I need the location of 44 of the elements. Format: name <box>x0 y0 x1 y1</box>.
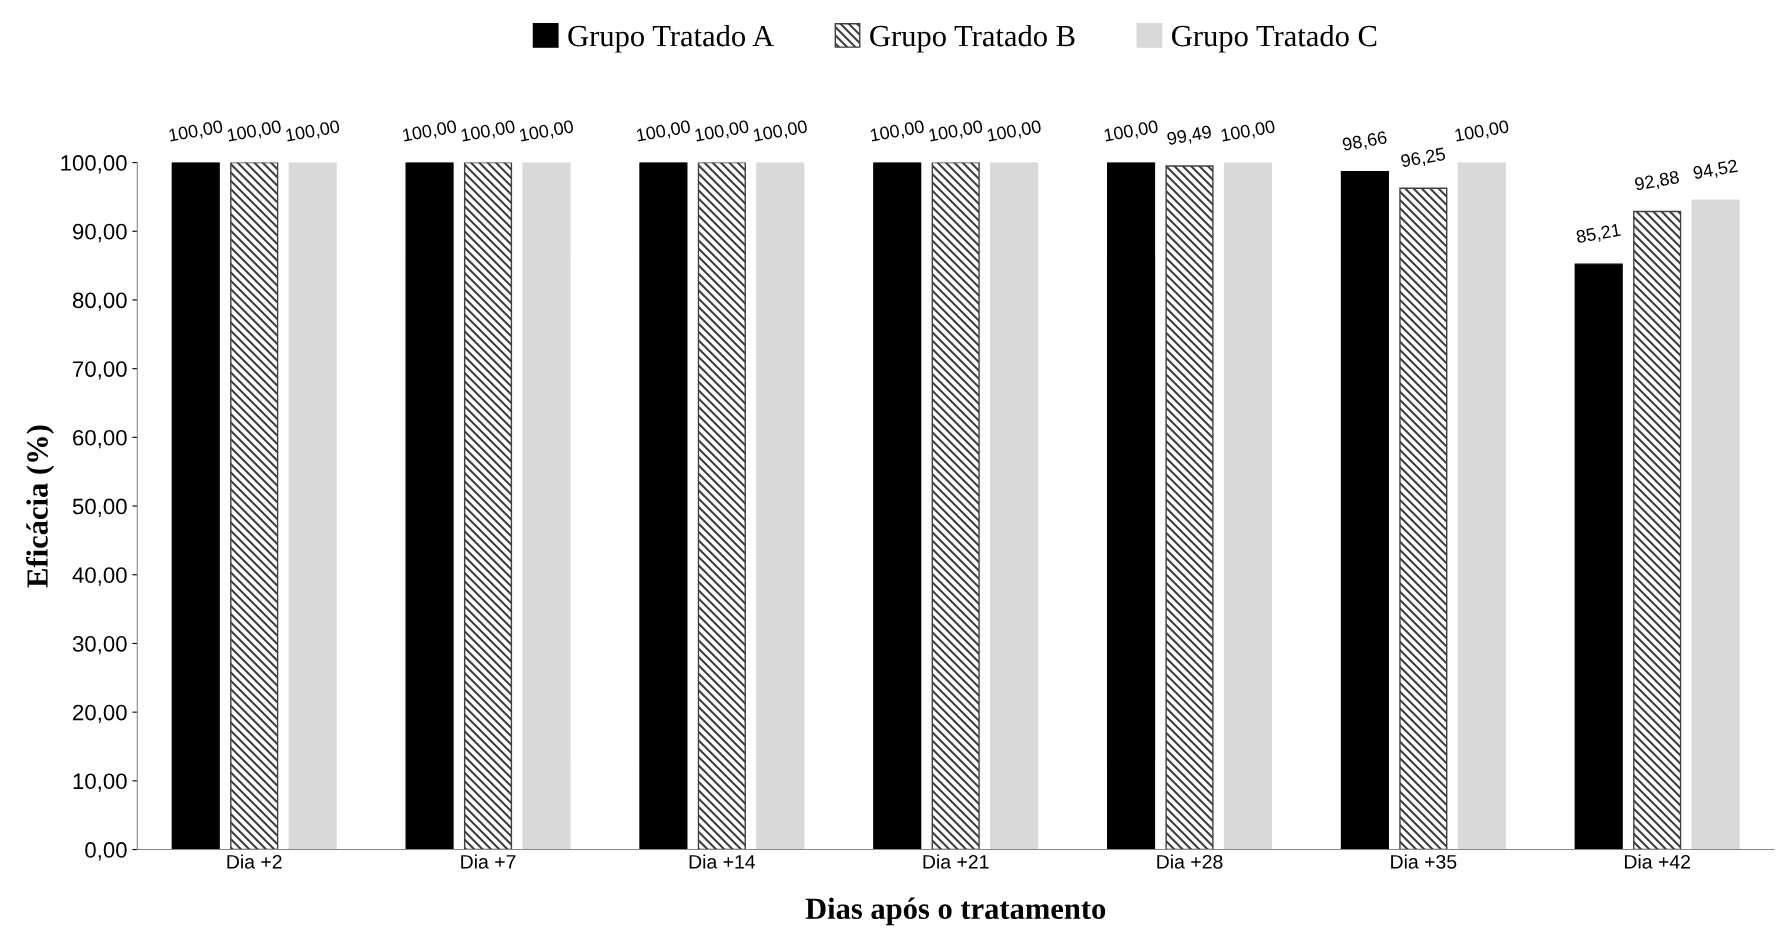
y-tick-label: 100,00 <box>61 155 127 174</box>
data-label: 100,00 <box>928 119 984 144</box>
x-tick-label: Dia +7 <box>461 854 516 869</box>
data-label: 99,49 <box>1166 125 1213 148</box>
data-label: 100,00 <box>636 119 692 144</box>
y-tick-label: 0,00 <box>85 842 127 861</box>
data-label: 96,25 <box>1400 147 1447 170</box>
data-label: 100,00 <box>1220 119 1276 144</box>
x-tick-label: Dia +42 <box>1624 854 1690 869</box>
data-label: 94,52 <box>1692 159 1739 182</box>
data-label: 100,00 <box>694 119 750 144</box>
legend-label: Grupo Tratado B <box>870 24 1075 53</box>
data-label: 85,21 <box>1575 223 1622 246</box>
x-tick-label: Dia +35 <box>1391 854 1457 869</box>
data-label: 100,00 <box>168 119 224 144</box>
data-label: 100,00 <box>460 119 516 144</box>
y-tick-label: 40,00 <box>72 567 127 586</box>
data-label: 98,66 <box>1342 130 1388 154</box>
x-tick-label: Dia +28 <box>1157 854 1223 869</box>
data-label: 100,00 <box>870 119 925 144</box>
x-tick-label: Dia +21 <box>923 854 989 869</box>
data-label: 100,00 <box>986 119 1042 144</box>
data-label: 100,00 <box>226 119 282 144</box>
x-axis-title: Dias após o tratamento <box>805 897 1106 926</box>
data-label: 100,00 <box>285 119 341 144</box>
y-tick-label: 30,00 <box>72 635 127 655</box>
y-tick-label: 50,00 <box>72 498 127 517</box>
data-label: 100,00 <box>1454 119 1510 144</box>
y-axis-title: Eficácia (%) <box>26 425 55 588</box>
data-label: 100,00 <box>519 119 575 144</box>
x-tick-label: Dia +2 <box>227 854 282 869</box>
data-label: 92,88 <box>1634 170 1680 193</box>
y-tick-label: 90,00 <box>73 223 127 243</box>
legend-label: Grupo Tratado C <box>1172 24 1377 53</box>
y-tick-label: 70,00 <box>73 361 127 380</box>
y-tick-label: 80,00 <box>72 292 127 311</box>
x-tick-label: Dia +14 <box>689 854 756 869</box>
data-label: 100,00 <box>753 119 809 144</box>
y-tick-label: 10,00 <box>73 773 127 792</box>
data-label: 100,00 <box>1103 119 1159 144</box>
y-tick-label: 60,00 <box>73 429 127 449</box>
y-tick-label: 20,00 <box>73 704 127 724</box>
legend-label: Grupo Tratado A <box>568 24 774 53</box>
data-label: 100,00 <box>402 119 458 144</box>
